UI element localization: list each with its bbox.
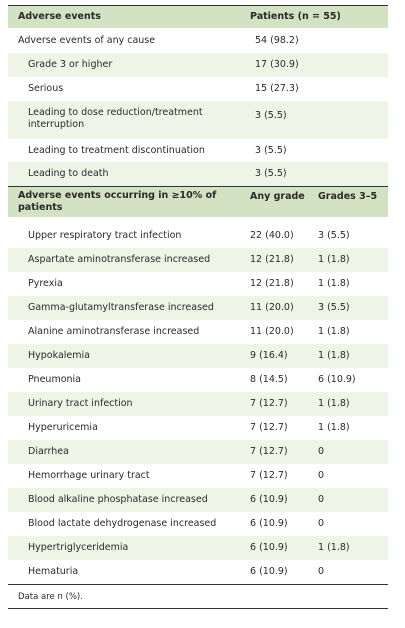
row-value: 3 (5.5) xyxy=(318,230,350,241)
row-label: Hypokalemia xyxy=(28,350,90,361)
row-value: 7 (12.7) xyxy=(250,398,288,409)
row-value: 7 (12.7) xyxy=(250,422,288,433)
row-value: 3 (5.5) xyxy=(255,144,287,156)
row-label: Upper respiratory tract infection xyxy=(28,230,182,241)
row-value: 11 (20.0) xyxy=(250,302,294,313)
row-value: 1 (1.8) xyxy=(318,254,350,265)
row-value: 1 (1.8) xyxy=(318,350,350,361)
row-label: Leading to treatment discontinuation xyxy=(28,144,205,156)
row-value: 1 (1.8) xyxy=(318,326,350,337)
row-value: 11 (20.0) xyxy=(250,326,294,337)
row-value: 1 (1.8) xyxy=(318,398,350,409)
row-label: Aspartate aminotransferase increased xyxy=(28,254,211,265)
row-label: Gamma-glutamyltransferase increased xyxy=(28,302,214,313)
row-value: 1 (1.8) xyxy=(318,278,350,289)
row-value: 8 (14.5) xyxy=(250,374,288,385)
row-value: 6 (10.9) xyxy=(250,542,288,553)
row-label: Serious xyxy=(28,83,64,94)
header-bg xyxy=(8,186,388,217)
row-value: 54 (98.2) xyxy=(255,34,299,46)
row-value: 0 xyxy=(318,470,325,481)
row-value: 22 (40.0) xyxy=(250,230,294,241)
row-label: Alanine aminotransferase increased xyxy=(28,326,200,337)
row-bg xyxy=(8,248,388,272)
row-label: Pneumonia xyxy=(28,374,81,385)
row-value: 12 (21.8) xyxy=(250,254,294,265)
footnote: Data are n (%). xyxy=(18,591,83,602)
row-bg xyxy=(8,536,388,560)
row-bg xyxy=(8,101,388,139)
row-value: 6 (10.9) xyxy=(318,374,356,385)
row-label: Hyperuricemia xyxy=(28,422,98,433)
rule xyxy=(8,5,388,6)
row-bg xyxy=(8,53,388,77)
row-value: 6 (10.9) xyxy=(250,566,288,577)
row-label: Hypertriglyceridemia xyxy=(28,542,129,553)
header-cell: Adverse events occurring in ≥10% of pati… xyxy=(18,189,217,213)
row-bg xyxy=(8,440,388,464)
row-value: 0 xyxy=(318,494,325,505)
row-label: Hemorrhage urinary tract xyxy=(28,470,150,481)
header-cell: Adverse events xyxy=(18,10,101,22)
header-cell: Patients (n = 55) xyxy=(250,10,341,22)
row-label: Leading to death xyxy=(28,168,109,179)
row-label: Grade 3 or higher xyxy=(28,59,113,70)
row-value: 3 (5.5) xyxy=(255,168,287,179)
row-value: 1 (1.8) xyxy=(318,422,350,433)
row-value: 3 (5.5) xyxy=(318,302,350,313)
row-label: Leading to dose reduction/treatment inte… xyxy=(28,107,203,130)
row-value: 0 xyxy=(318,566,325,577)
header-bg xyxy=(8,5,388,28)
row-value: 6 (10.9) xyxy=(250,518,288,529)
row-label: Hematuria xyxy=(28,566,79,577)
header-cell: Any grade xyxy=(250,191,305,202)
row-value: 15 (27.3) xyxy=(255,83,299,94)
row-value: 0 xyxy=(318,518,325,529)
row-value: 1 (1.8) xyxy=(318,542,350,553)
row-value: 12 (21.8) xyxy=(250,278,294,289)
row-label: Blood lactate dehydrogenase increased xyxy=(28,518,217,529)
row-label: Blood alkaline phosphatase increased xyxy=(28,494,208,505)
row-label: Diarrhea xyxy=(28,446,69,457)
row-label: Adverse events of any cause xyxy=(18,34,156,46)
row-label: Urinary tract infection xyxy=(28,398,133,409)
row-bg xyxy=(8,296,388,320)
row-value: 17 (30.9) xyxy=(255,59,299,70)
row-bg xyxy=(8,162,388,186)
row-value: 0 xyxy=(318,446,325,457)
row-value: 3 (5.5) xyxy=(255,110,287,121)
row-bg xyxy=(8,344,388,368)
row-bg xyxy=(8,392,388,416)
row-value: 7 (12.7) xyxy=(250,470,288,481)
row-bg xyxy=(8,488,388,512)
header-cell: Grades 3–5 xyxy=(318,191,378,202)
row-value: 7 (12.7) xyxy=(250,446,288,457)
rule xyxy=(8,186,388,187)
row-label: Pyrexia xyxy=(28,278,63,289)
row-value: 9 (16.4) xyxy=(250,350,288,361)
row-value: 6 (10.9) xyxy=(250,494,288,505)
rule xyxy=(8,584,388,585)
rule xyxy=(8,608,388,609)
